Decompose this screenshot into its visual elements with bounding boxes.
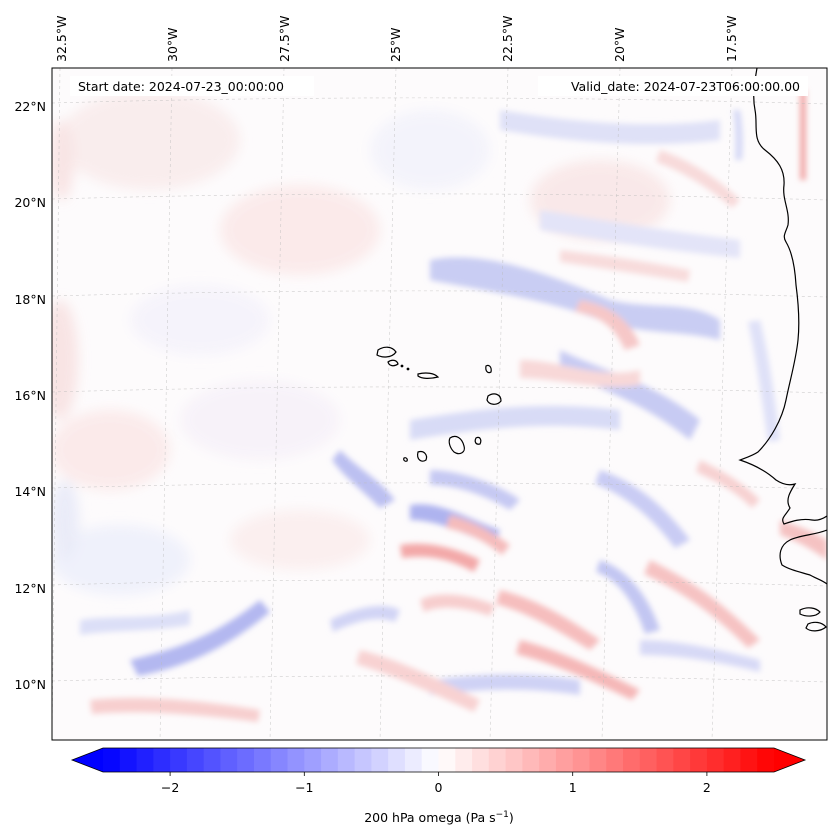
colorbar-label: 200 hPa omega (Pa s−1) — [364, 810, 514, 825]
colorbar-segment — [203, 748, 222, 772]
colorbar-segment — [673, 748, 691, 772]
colorbar-segment — [723, 748, 742, 772]
colorbar-tick-label: 1 — [569, 780, 577, 795]
colorbar-segment — [253, 748, 272, 772]
colorbar-segment — [119, 748, 138, 772]
colorbar-segment — [354, 748, 373, 772]
lon-label: 27.5°W — [277, 16, 292, 62]
coast-islands-bissau — [799, 607, 827, 632]
start-label-bg — [70, 76, 314, 96]
cabo-verde-sao-vicente — [387, 359, 399, 367]
colorbar-segment — [472, 748, 490, 772]
colorbar-segment — [404, 748, 423, 772]
colorbar-outline — [70, 747, 807, 773]
colorbar-segment — [304, 748, 322, 772]
lat-label: 10°N — [14, 677, 46, 692]
colorbar-ticks: −2 −1 0 1 2 — [161, 772, 711, 795]
colorbar-segment — [371, 748, 389, 772]
colorbar-label-suffix: ) — [509, 810, 514, 825]
cabo-verde-brava — [403, 457, 408, 462]
cabo-verde-sal — [485, 364, 492, 374]
cabo-verde-santo-antao — [376, 346, 397, 358]
lon-label: 30°W — [165, 27, 180, 62]
lat-label: 18°N — [14, 292, 46, 307]
colorbar-segment — [220, 748, 238, 772]
colorbar-extend-min — [72, 748, 103, 772]
colorbar-segments — [103, 748, 775, 772]
colorbar-segment — [270, 748, 289, 772]
colorbar-segment — [505, 748, 523, 772]
colorbar-segment — [656, 748, 674, 772]
lon-label: 22.5°W — [500, 16, 515, 62]
map-panel: Start date: 2024-07-23_00:00:00 Valid_da… — [51, 67, 828, 741]
africa-coastline — [738, 68, 827, 525]
start-date-label: Start date: 2024-07-23_00:00:00 — [78, 79, 284, 94]
coast-south — [779, 529, 827, 585]
lat-label: 22°N — [14, 99, 46, 114]
colorbar-label-prefix: 200 hPa omega (Pa s — [364, 810, 495, 825]
cabo-verde-boa-vista — [486, 393, 502, 405]
cabo-verde-maio — [474, 436, 482, 445]
colorbar-segment — [555, 748, 574, 772]
omega-field — [52, 90, 827, 722]
colorbar-segment — [103, 748, 121, 772]
valid-label-bg — [538, 76, 808, 96]
colorbar-segment — [757, 748, 775, 772]
lat-label: 20°N — [14, 195, 46, 210]
colorbar-segment — [170, 748, 188, 772]
lat-label: 14°N — [14, 484, 46, 499]
colorbar-segment — [186, 748, 205, 772]
colorbar-segment — [740, 748, 758, 772]
valid-date-label: Valid_date: 2024-07-23T06:00:00.00 — [571, 79, 800, 94]
colorbar-segment — [388, 748, 406, 772]
gridlines — [51, 67, 828, 741]
colorbar-segment — [572, 748, 591, 772]
colorbar-segment — [539, 748, 557, 772]
cabo-verde-sao-nicolau — [417, 372, 440, 379]
colorbar-extend-max — [774, 748, 805, 772]
lon-label: 17.5°W — [724, 16, 739, 62]
colorbar-segment — [488, 748, 507, 772]
colorbar-segment — [421, 748, 440, 772]
colorbar-segment — [522, 748, 540, 772]
latitude-labels: 22°N 20°N 18°N 16°N 14°N 12°N 10°N — [14, 99, 46, 692]
lon-label: 32.5°W — [54, 16, 69, 62]
lon-label: 25°W — [388, 27, 403, 62]
cabo-verde-santiago — [448, 435, 465, 455]
lat-label: 16°N — [14, 388, 46, 403]
map-frame — [51, 67, 828, 741]
colorbar-segment — [337, 748, 356, 772]
colorbar-label-sup: −1 — [496, 810, 509, 820]
omega-structures — [80, 90, 827, 722]
colorbar-segment — [589, 748, 607, 772]
coastlines — [376, 68, 827, 632]
colorbar-segment — [623, 748, 641, 772]
colorbar-segment — [136, 748, 154, 772]
colorbar-segment — [321, 748, 339, 772]
colorbar: −2 −1 0 1 2 200 hPa omega (Pa s−1) — [70, 747, 807, 825]
colorbar-segment — [706, 748, 725, 772]
colorbar-segment — [287, 748, 305, 772]
lon-label: 20°W — [612, 27, 627, 62]
colorbar-segment — [237, 748, 255, 772]
colorbar-tick-label: 2 — [703, 780, 711, 795]
longitude-labels: 32.5°W 30°W 27.5°W 25°W 22.5°W 20°W 17.5… — [54, 16, 739, 62]
colorbar-segment — [690, 748, 708, 772]
colorbar-segment — [639, 748, 658, 772]
cabo-verde-fogo — [417, 450, 428, 462]
colorbar-segment — [606, 748, 624, 772]
lat-label: 12°N — [14, 581, 46, 596]
colorbar-segment — [438, 748, 456, 772]
colorbar-tick-label: 0 — [435, 780, 443, 795]
colorbar-segment — [153, 748, 171, 772]
colorbar-segment — [455, 748, 473, 772]
omega-background-pattern — [52, 90, 670, 595]
colorbar-tick-label: −2 — [161, 780, 179, 795]
colorbar-tick-label: −1 — [295, 780, 313, 795]
